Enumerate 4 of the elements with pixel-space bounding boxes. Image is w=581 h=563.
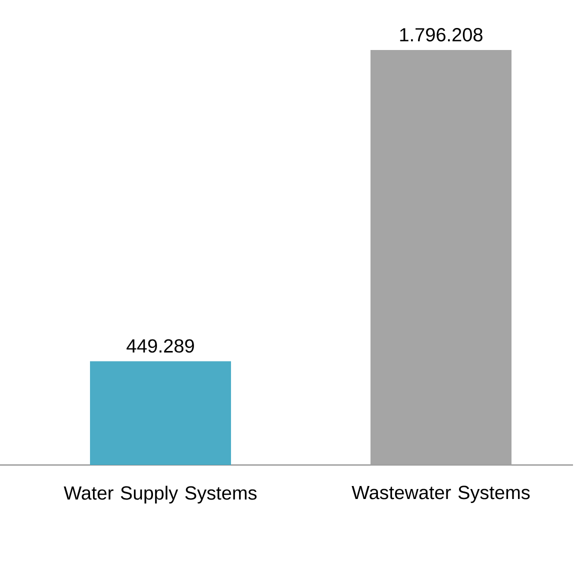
x-tick-label: Water Supply Systems	[64, 486, 257, 504]
data-label: 449.289	[126, 339, 194, 353]
data-label: 1.796.208	[400, 28, 482, 42]
x-tick-label: Wastewater Systems	[352, 486, 530, 503]
